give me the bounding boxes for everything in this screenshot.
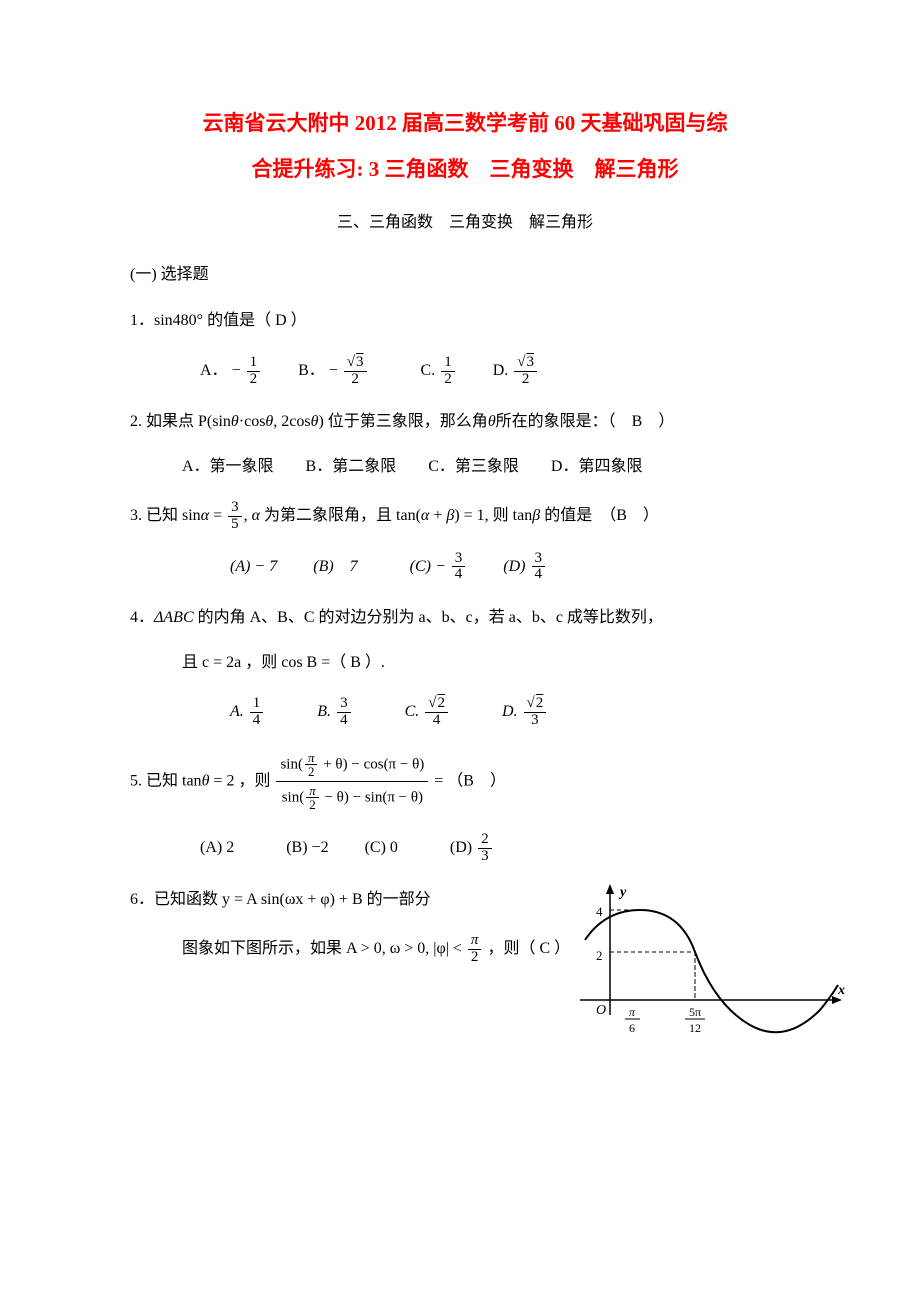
origin-label: O bbox=[596, 1003, 606, 1018]
q1-optD-frac: √3 2 bbox=[514, 355, 537, 388]
y-axis-label: y bbox=[618, 885, 627, 900]
q1-optC-label: C. bbox=[421, 362, 436, 379]
y-tick-4: 4 bbox=[596, 904, 603, 919]
q5-options: (A) 2 (B) −2 (C) 0 (D) 2 3 bbox=[200, 832, 800, 865]
x-tick-pi6-num: π bbox=[629, 1005, 636, 1019]
y-tick-2: 2 bbox=[596, 948, 603, 963]
x-tick-5pi12-den: 12 bbox=[689, 1021, 701, 1035]
question-4: 4．ΔABC 的内角 A、B、C 的对边分别为 a、b、c，若 a、b、c 成等… bbox=[130, 603, 800, 678]
document-title: 云南省云大附中 2012 届高三数学考前 60 天基础巩固与综 合提升练习: 3… bbox=[130, 100, 800, 192]
question-2: 2. 如果点 P(sinθ·cosθ, 2cosθ) 位于第三象限，那么角θ所在… bbox=[130, 407, 800, 482]
question-1: 1．sin480° 的值是（ D ） bbox=[130, 306, 800, 336]
q1-stem: 1．sin480° 的值是（ D ） bbox=[130, 312, 307, 329]
q3-options: (A) − 7 (B) 7 (C) − 3 4 (D) 3 4 bbox=[230, 551, 800, 584]
q1-optA-frac: 1 2 bbox=[247, 355, 261, 388]
q5-big-frac: sin(π2 + θ) − cos(π − θ) sin(π2 − θ) − s… bbox=[276, 749, 428, 815]
title-line-2: 合提升练习: 3 三角函数 三角变换 解三角形 bbox=[252, 157, 679, 181]
title-line-1: 云南省云大附中 2012 届高三数学考前 60 天基础巩固与综 bbox=[203, 111, 728, 135]
q1-optD-label: D. bbox=[493, 362, 509, 379]
q1-optB-sign: − bbox=[329, 362, 338, 379]
subtitle: 三、三角函数 三角变换 解三角形 bbox=[130, 208, 800, 232]
q4-options: A. 1 4 B. 3 4 C. √2 4 D. √2 3 bbox=[230, 696, 800, 729]
question-5: 5. 已知 tanθ = 2 ，则 sin(π2 + θ) − cos(π − … bbox=[130, 749, 800, 815]
q1-optB-label: B． bbox=[298, 362, 325, 379]
q1-optA-label: A． bbox=[200, 362, 228, 379]
section-heading: (一) 选择题 bbox=[130, 260, 800, 284]
q2-options: A．第一象限 B．第二象限 C．第三象限 D．第四象限 bbox=[182, 452, 800, 482]
q1-options: A． − 1 2 B． − √3 2 C. 1 2 D. √3 2 bbox=[200, 355, 800, 388]
question-3: 3. 已知 sinα = 3 5 , α 为第二象限角，且 tan(α + β)… bbox=[130, 500, 800, 533]
q1-optA-sign: − bbox=[232, 362, 241, 379]
x-tick-5pi12-num: 5π bbox=[689, 1005, 701, 1019]
x-tick-pi6-den: 6 bbox=[629, 1021, 635, 1035]
sine-graph: y x 4 2 O π 6 5π 12 bbox=[570, 880, 850, 1050]
q1-optB-frac: √3 2 bbox=[344, 355, 367, 388]
q1-optC-frac: 1 2 bbox=[441, 355, 455, 388]
